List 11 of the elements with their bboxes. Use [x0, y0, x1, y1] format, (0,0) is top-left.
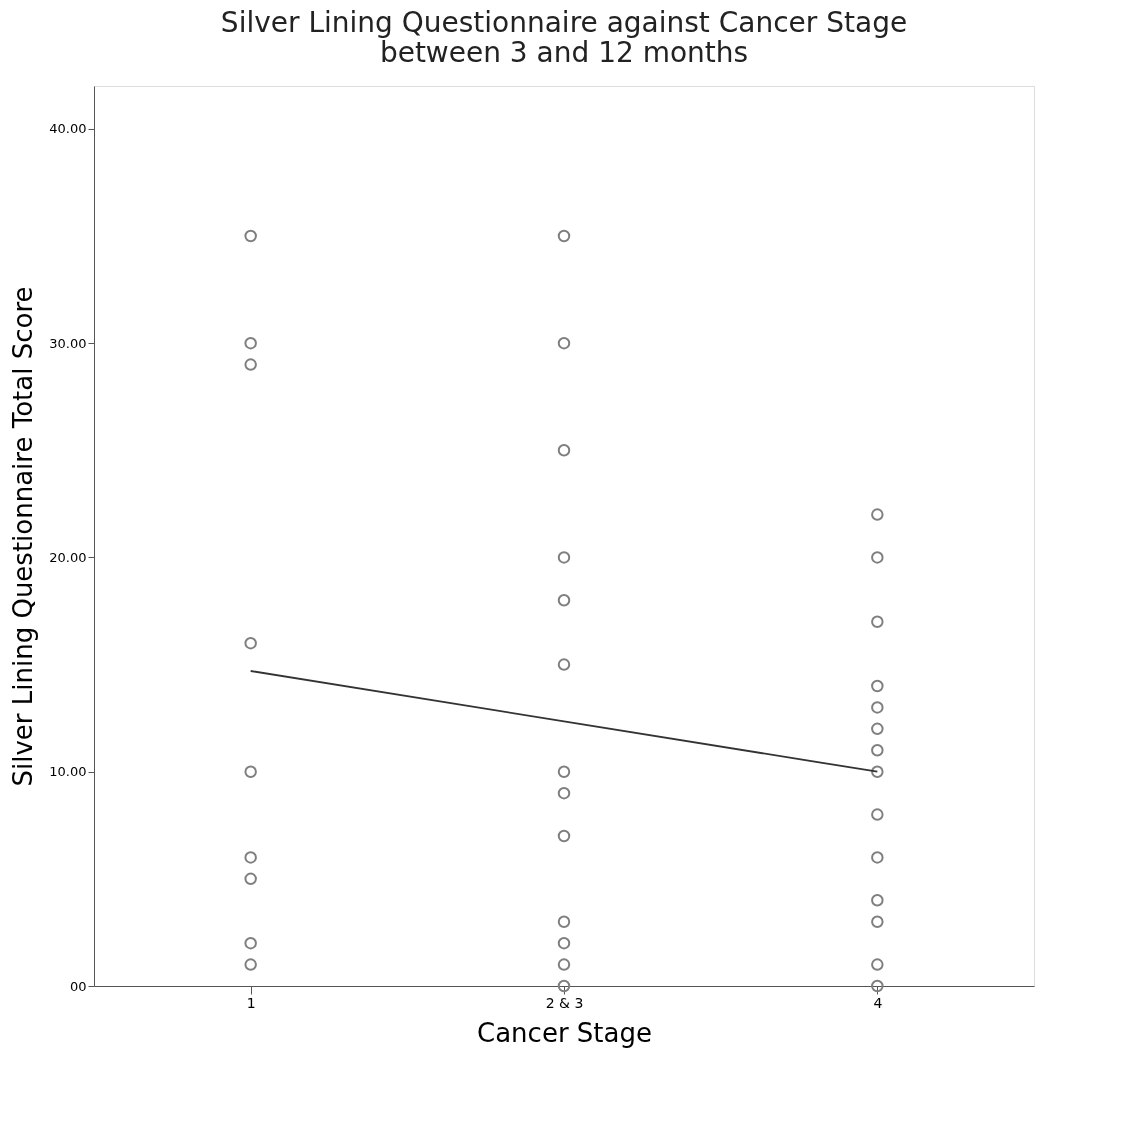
y-tick-label: 00 [69, 978, 87, 994]
x-tick-label: 2 & 3 [545, 994, 584, 1011]
y-tick-label: 20.00 [49, 549, 87, 565]
chart-title: Silver Lining Questionnaire against Cancer Stage between 3 and 12 months [220, 6, 908, 69]
y-tick-label: 40.00 [49, 121, 87, 137]
y-tick-label: 10.00 [49, 764, 87, 780]
x-tick-label: 1 [246, 994, 256, 1011]
x-tick-label: 4 [873, 994, 883, 1011]
y-tick-label: 30.00 [49, 335, 87, 351]
y-axis-title: Silver Lining Questionnaire Total Score [8, 286, 39, 787]
x-axis-title: Cancer Stage [477, 1017, 652, 1048]
